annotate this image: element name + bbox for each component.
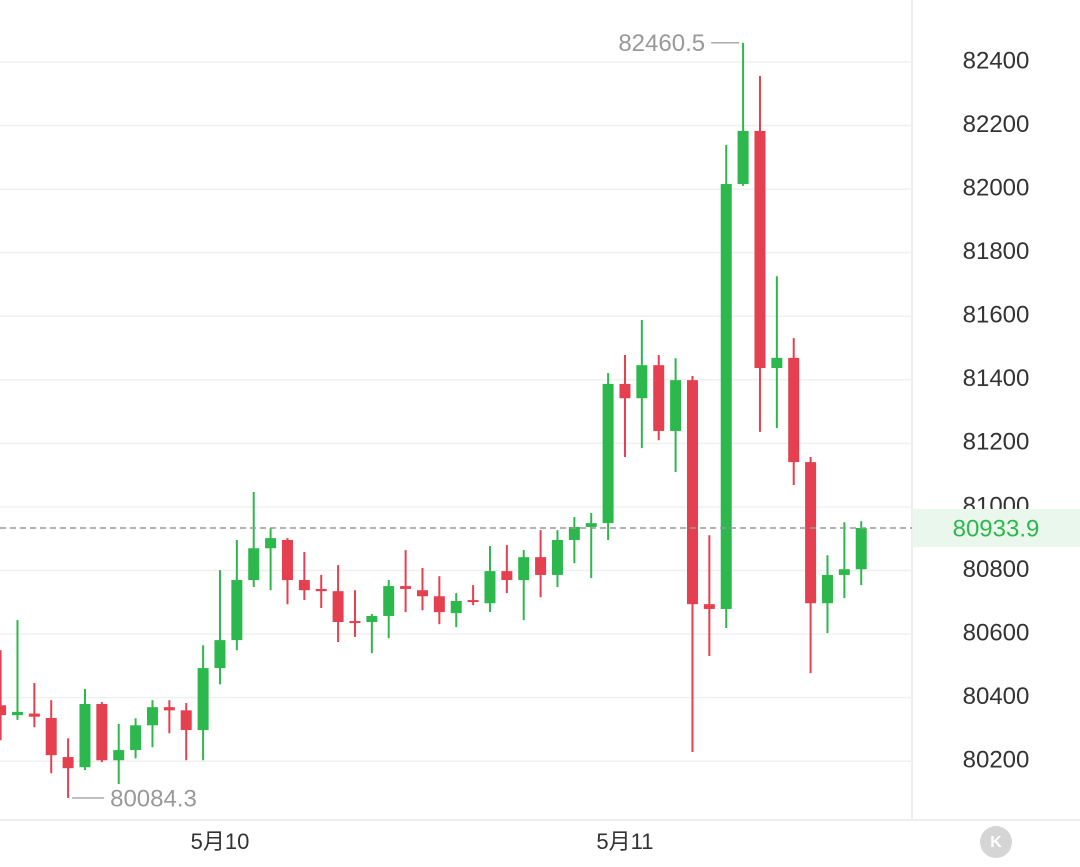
y-tick-label: 82200	[963, 111, 1030, 138]
candle-body	[720, 184, 732, 609]
candle-body	[11, 711, 23, 716]
min-annotation: 80084.3	[110, 785, 197, 812]
candle-body	[585, 523, 597, 527]
candle-body	[45, 717, 57, 756]
candle-body	[433, 596, 445, 613]
last-price-tag	[913, 508, 1080, 547]
candle-body	[602, 383, 614, 524]
y-tick-label: 82000	[963, 174, 1030, 201]
candle-body	[400, 586, 412, 589]
last-price-label: 80933.9	[953, 515, 1040, 542]
candle-body	[28, 713, 40, 717]
y-tick-label: 81800	[963, 238, 1030, 265]
y-tick-label: 80200	[963, 747, 1030, 774]
candle-body	[771, 357, 783, 369]
x-tick-label: 5月10	[191, 829, 250, 854]
candle-body	[315, 588, 327, 592]
y-tick-label: 80600	[963, 619, 1030, 646]
candle-body	[281, 539, 293, 581]
candle-body	[636, 365, 648, 399]
y-tick-label: 81600	[963, 302, 1030, 329]
candle-body	[0, 705, 7, 716]
candle-body	[551, 539, 563, 575]
candle-body	[231, 580, 243, 641]
candle-body	[349, 621, 361, 624]
candle-body	[248, 548, 260, 581]
candle-body	[805, 462, 817, 604]
candle-body	[670, 380, 682, 431]
candle-body	[737, 130, 749, 185]
y-tick-label: 81200	[963, 429, 1030, 456]
candle-body	[467, 600, 479, 603]
candle-body	[518, 557, 530, 581]
candle-body	[703, 604, 715, 609]
candle-body	[416, 590, 428, 597]
candle-body	[163, 707, 175, 711]
candle-body	[130, 725, 142, 751]
y-tick-label: 82400	[963, 47, 1030, 74]
y-tick-label: 81400	[963, 365, 1030, 392]
candle-body	[113, 750, 125, 761]
candle-body	[79, 703, 91, 768]
y-tick-label: 80400	[963, 683, 1030, 710]
candle-body	[214, 640, 226, 669]
candle-body	[653, 365, 665, 431]
candle-body	[686, 380, 698, 605]
candle-body	[366, 615, 378, 622]
candle-body	[821, 574, 833, 604]
candle-body	[838, 569, 850, 575]
candle-body	[788, 357, 800, 463]
candle-body	[568, 526, 580, 540]
candle-body	[265, 538, 277, 549]
kline-button[interactable]	[980, 826, 1012, 858]
candle-body	[62, 757, 74, 769]
candle-body	[180, 710, 192, 731]
max-annotation: 82460.5	[618, 30, 705, 57]
candle-body	[197, 668, 209, 731]
x-tick-label: 5月11	[596, 829, 653, 854]
candle-body	[298, 580, 310, 591]
y-tick-label: 80800	[963, 556, 1030, 583]
candle-body	[450, 601, 462, 614]
candle-body	[754, 130, 766, 369]
candle-body	[535, 557, 547, 575]
candle-body	[332, 591, 344, 622]
candle-body	[96, 703, 108, 761]
candle-body	[383, 586, 395, 616]
candle-body	[484, 571, 496, 604]
candle-body	[855, 527, 867, 570]
candle-body	[501, 571, 513, 581]
candle-body	[619, 383, 631, 399]
kline-button-label[interactable]: K	[990, 834, 1002, 851]
candle-body	[146, 707, 158, 726]
